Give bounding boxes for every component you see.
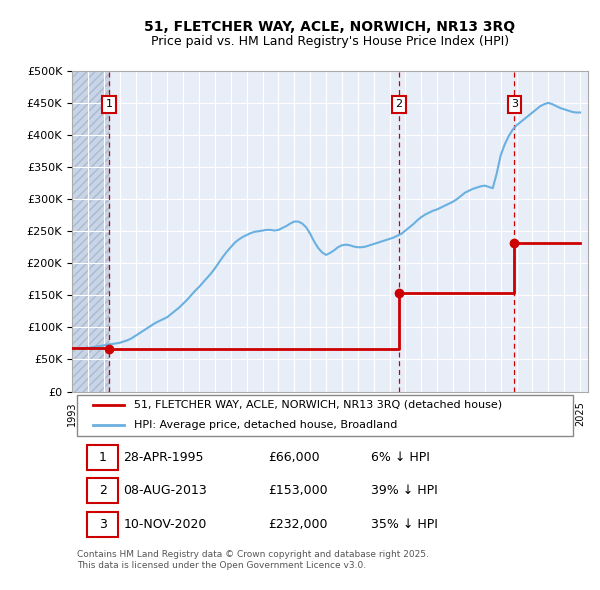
Text: £153,000: £153,000 [268,484,328,497]
FancyBboxPatch shape [88,478,118,503]
Text: HPI: Average price, detached house, Broadland: HPI: Average price, detached house, Broa… [134,420,397,430]
Text: Contains HM Land Registry data © Crown copyright and database right 2025.
This d: Contains HM Land Registry data © Crown c… [77,550,429,569]
Text: 6% ↓ HPI: 6% ↓ HPI [371,451,430,464]
Text: 2: 2 [395,100,403,110]
Point [89,401,96,408]
Text: 3: 3 [99,518,107,531]
Text: 1: 1 [106,100,112,110]
Point [120,422,127,429]
Text: £66,000: £66,000 [268,451,320,464]
Point [89,422,96,429]
FancyBboxPatch shape [77,395,572,436]
Text: 28-APR-1995: 28-APR-1995 [124,451,204,464]
Point [120,401,127,408]
Text: 10-NOV-2020: 10-NOV-2020 [124,518,207,531]
Text: 2: 2 [99,484,107,497]
FancyBboxPatch shape [88,444,118,470]
Text: £232,000: £232,000 [268,518,328,531]
Text: 08-AUG-2013: 08-AUG-2013 [124,484,208,497]
Text: 35% ↓ HPI: 35% ↓ HPI [371,518,438,531]
Text: 1: 1 [99,451,107,464]
Text: 39% ↓ HPI: 39% ↓ HPI [371,484,438,497]
FancyBboxPatch shape [88,512,118,537]
Text: 51, FLETCHER WAY, ACLE, NORWICH, NR13 3RQ (detached house): 51, FLETCHER WAY, ACLE, NORWICH, NR13 3R… [134,399,502,409]
Text: 3: 3 [511,100,518,110]
Text: Price paid vs. HM Land Registry's House Price Index (HPI): Price paid vs. HM Land Registry's House … [151,35,509,48]
Text: 51, FLETCHER WAY, ACLE, NORWICH, NR13 3RQ: 51, FLETCHER WAY, ACLE, NORWICH, NR13 3R… [145,19,515,34]
